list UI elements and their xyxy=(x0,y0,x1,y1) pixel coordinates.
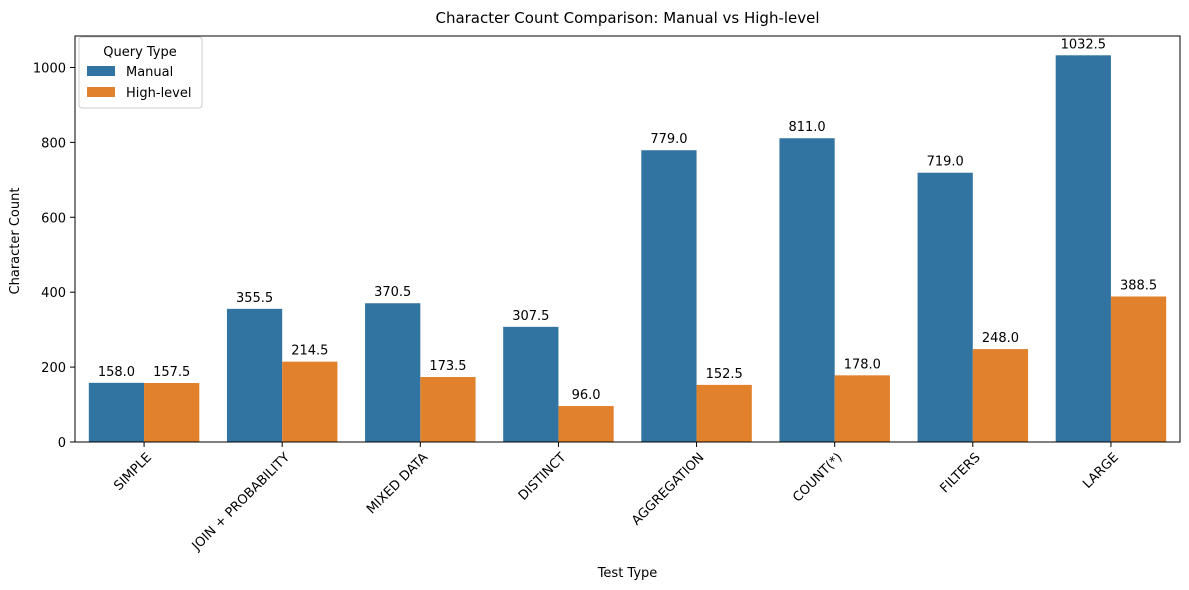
data-label: 779.0 xyxy=(650,132,687,147)
y-tick-label: 1000 xyxy=(33,61,66,76)
legend-swatch-high-level xyxy=(87,87,115,97)
x-tick-label: MIXED DATA xyxy=(364,450,431,517)
bar-high-level xyxy=(282,361,338,442)
data-label: 152.5 xyxy=(706,367,743,382)
y-tick-label: 800 xyxy=(41,136,66,151)
y-tick-label: 0 xyxy=(58,436,66,451)
x-tick-label: DISTINCT xyxy=(516,450,570,504)
plot-area: 158.0 355.5 370.5 307.5 779.0 811.0 719.0 1032.… xyxy=(33,35,1181,554)
data-label: 248.0 xyxy=(982,331,1019,346)
bar-manual xyxy=(917,172,973,442)
bar-high-level xyxy=(144,383,200,442)
legend-label-manual: Manual xyxy=(126,65,173,80)
data-label: 173.5 xyxy=(429,359,466,374)
data-label: 811.0 xyxy=(788,120,825,135)
legend-title: Query Type xyxy=(103,45,177,60)
data-label: 214.5 xyxy=(291,344,328,359)
y-tick-label: 400 xyxy=(41,286,66,301)
bar-high-level xyxy=(1110,296,1167,442)
bar-high-level xyxy=(558,406,614,442)
data-label: 1032.5 xyxy=(1061,37,1107,52)
y-tick-label: 600 xyxy=(41,211,66,226)
data-label: 355.5 xyxy=(236,291,273,306)
axes-frame xyxy=(74,35,1181,443)
x-tick-label: AGGREGATION xyxy=(629,450,707,528)
data-label: 388.5 xyxy=(1120,278,1157,293)
data-label: 158.0 xyxy=(98,365,135,380)
chart-title: Character Count Comparison: Manual vs Hi… xyxy=(435,9,819,27)
data-label: 157.5 xyxy=(153,365,190,380)
x-axis-title: Test Type xyxy=(597,566,658,581)
bar-high-level xyxy=(972,349,1029,442)
bar-manual xyxy=(365,303,421,442)
x-tick-label: COUNT(*) xyxy=(790,450,845,505)
bar-high-level xyxy=(834,375,890,442)
bar-high-level xyxy=(420,377,476,442)
x-tick-label: JOIN + PROBABILITY xyxy=(189,450,293,554)
x-tick-label: SIMPLE xyxy=(111,450,155,494)
bar-manual xyxy=(1055,55,1111,442)
data-label: 96.0 xyxy=(572,388,601,403)
legend-label-high-level: High-level xyxy=(126,86,191,101)
data-label: 178.0 xyxy=(844,357,881,372)
y-axis-title: Character Count xyxy=(8,188,23,295)
x-tick-label: FILTERS xyxy=(938,450,984,496)
x-tick-label: LARGE xyxy=(1080,450,1122,492)
bar-manual xyxy=(88,382,145,442)
bar-high-level xyxy=(696,384,752,442)
data-label: 370.5 xyxy=(374,285,411,300)
data-label: 719.0 xyxy=(927,155,964,170)
data-label: 307.5 xyxy=(512,309,549,324)
y-tick-label: 200 xyxy=(41,361,66,376)
legend: Query Type Manual High-level xyxy=(78,36,203,109)
bar-manual xyxy=(641,150,697,442)
bar-manual xyxy=(503,326,559,442)
legend-swatch-manual xyxy=(87,66,115,76)
bar-manual xyxy=(779,138,835,442)
bar-manual xyxy=(226,308,283,442)
